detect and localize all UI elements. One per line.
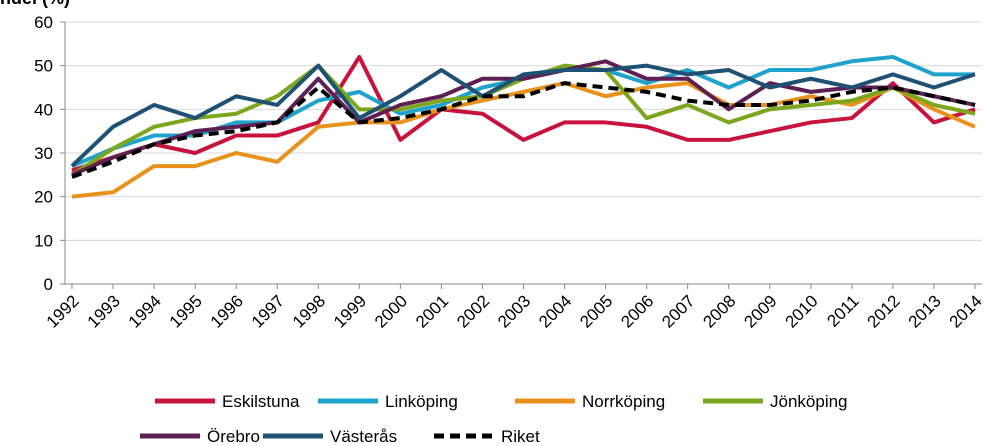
x-tick-label: 2010 <box>781 291 821 331</box>
x-tick-label: 2006 <box>617 291 657 331</box>
series-line <box>71 59 976 177</box>
y-tick-label: 0 <box>44 275 53 294</box>
x-tick-label: 2009 <box>740 291 780 331</box>
x-tick-label: 2005 <box>576 291 616 331</box>
y-tick-label: 40 <box>34 100 53 119</box>
x-tick-label: 2004 <box>535 291 575 331</box>
x-tick-label: 1995 <box>166 291 206 331</box>
y-tick-label: 10 <box>34 231 53 250</box>
x-tick-label: 2000 <box>371 291 411 331</box>
x-tick-label: 2002 <box>453 291 493 331</box>
x-tick-label: 2013 <box>905 291 945 331</box>
x-tick-label: 1992 <box>43 291 83 331</box>
legend-label: Örebro <box>207 427 260 446</box>
y-tick-label: 20 <box>34 188 53 207</box>
x-tick-label: 1997 <box>248 291 288 331</box>
y-tick-label: 60 <box>34 13 53 32</box>
x-tick-label: 2011 <box>823 291 862 330</box>
x-tick-label: 1994 <box>125 291 165 331</box>
x-tick-label: 2001 <box>412 291 452 331</box>
y-tick-label: 50 <box>34 57 53 76</box>
series-line <box>71 81 976 179</box>
x-tick-label: 2012 <box>864 291 904 331</box>
x-tick-label: 2014 <box>946 291 984 331</box>
legend-label: Eskilstuna <box>222 392 300 411</box>
legend-label: Västerås <box>330 427 397 446</box>
legend-label: Linköping <box>385 392 458 411</box>
x-tick-label: 1998 <box>289 291 329 331</box>
x-tick-label: 2008 <box>699 291 739 331</box>
legend-label: Jönköping <box>770 392 848 411</box>
y-tick-label: 30 <box>34 144 53 163</box>
x-tick-label: 1999 <box>330 291 370 331</box>
legend-label: Riket <box>501 427 540 446</box>
x-tick-label: 1993 <box>84 291 124 331</box>
x-tick-label: 2007 <box>658 291 698 331</box>
legend-label: Norrköping <box>582 392 665 411</box>
chart-title: ndel (%) <box>0 0 70 8</box>
x-tick-label: 2003 <box>494 291 534 331</box>
series-line <box>70 63 976 168</box>
series-line <box>71 54 976 173</box>
x-tick-label: 1996 <box>207 291 247 331</box>
